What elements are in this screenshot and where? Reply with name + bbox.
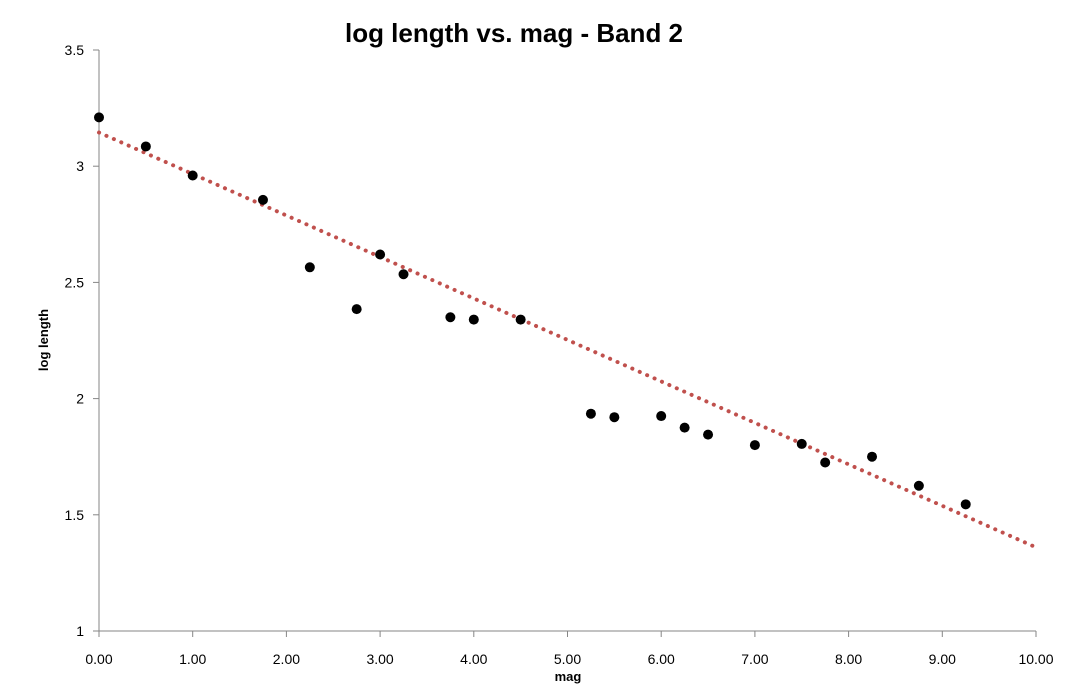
x-tick-label: 6.00	[648, 651, 675, 667]
data-point	[585, 408, 596, 419]
data-point	[351, 304, 362, 315]
x-tick-label: 1.00	[179, 651, 206, 667]
data-point	[140, 141, 151, 152]
data-point	[375, 249, 386, 260]
data-point	[960, 499, 971, 510]
y-tick-label: 2	[76, 391, 84, 407]
x-axis-label: mag	[555, 669, 582, 684]
data-points	[94, 112, 971, 510]
x-tick-label: 5.00	[554, 651, 581, 667]
trendline	[97, 130, 1038, 550]
chart-title: log length vs. mag - Band 2	[345, 18, 683, 48]
y-tick-label: 1	[76, 623, 84, 639]
data-point	[398, 269, 409, 280]
data-point	[703, 429, 714, 440]
data-point	[445, 312, 456, 323]
data-point	[187, 170, 198, 181]
x-tick-label: 9.00	[929, 651, 956, 667]
data-point	[656, 411, 667, 422]
x-tick-label: 0.00	[85, 651, 112, 667]
y-axis-label: log length	[36, 309, 51, 371]
data-point	[820, 457, 831, 468]
data-point	[679, 422, 690, 433]
data-point	[749, 440, 760, 451]
y-tick-label: 3.5	[65, 42, 85, 58]
data-point	[94, 112, 104, 123]
x-tick-label: 3.00	[366, 651, 393, 667]
axes	[98, 50, 1036, 632]
data-point	[304, 262, 315, 273]
data-point	[468, 314, 479, 325]
data-point	[515, 314, 526, 325]
data-point	[867, 451, 878, 462]
y-tick-label: 2.5	[65, 274, 85, 290]
data-point	[609, 412, 620, 423]
y-tick-label: 1.5	[65, 507, 85, 523]
x-tick-label: 8.00	[835, 651, 862, 667]
x-tick-label: 4.00	[460, 651, 487, 667]
data-point	[796, 438, 807, 449]
x-tick-label: 2.00	[273, 651, 300, 667]
x-tick-label: 10.00	[1018, 651, 1053, 667]
x-tick-label: 7.00	[741, 651, 768, 667]
y-tick-label: 3	[76, 158, 84, 174]
data-point	[913, 480, 924, 491]
x-axis-ticks: 0.00 1.00 2.00 3.00 4.00 5.00 6.00 7.00 8.00 9.00…	[85, 631, 1054, 667]
data-point	[257, 194, 268, 205]
trendline-group	[97, 130, 1038, 550]
y-axis-ticks: 1 1.5 2 2.5 3 3.5	[65, 42, 99, 639]
